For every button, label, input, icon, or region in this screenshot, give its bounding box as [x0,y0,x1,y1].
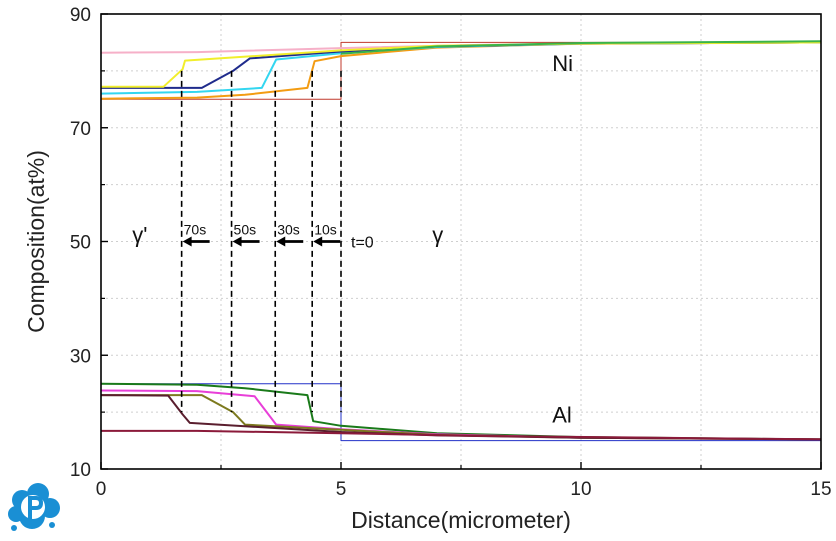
interface-arrow-head [182,236,192,247]
interface-time-label: 30s [277,222,300,238]
interface-arrow-head [276,236,286,247]
y-axis-label: Composition(at%) [23,150,49,333]
interface-markers: 10s 30s 50s 70s t=0 [180,70,374,413]
logo-dot [49,522,55,528]
interface-arrow-head [232,236,242,247]
annotation-text: γ' [132,223,147,248]
y-tick-label: 30 [70,346,91,367]
axis-ticks: 0 5 10 15 10 30 50 70 90 [70,5,832,500]
series-line [101,394,822,441]
company-logo [8,483,60,531]
y-tick-label: 90 [70,5,91,26]
logo-p-glyph [28,496,43,519]
interface-time-label: 10s [314,222,337,238]
logo-bubble [8,506,24,522]
y-tick-label: 50 [70,233,91,254]
y-tick-label: 70 [70,119,91,140]
series-line [340,40,822,55]
grid-lines [101,14,821,469]
annotations: Ni Al γ' γ [132,51,573,427]
annotation-text: γ [432,223,443,248]
annotation-text: Al [552,402,572,427]
interface-time-label: 70s [184,222,207,238]
x-tick-label: 10 [570,479,591,500]
logo-bubble [40,498,60,518]
series-line [100,394,822,441]
logo-dot [11,525,17,531]
series-line [101,429,822,441]
x-tick-label: 0 [96,479,107,500]
annotation-text: Ni [552,51,573,76]
series-line [101,383,821,442]
x-axis-label: Distance(micrometer) [351,507,571,533]
x-tick-label: 5 [336,479,347,500]
initial-interface-label: t=0 [351,235,374,252]
y-tick-label: 10 [70,460,91,481]
x-tick-label: 15 [810,479,831,500]
interface-time-label: 50s [234,222,257,238]
series-lines [100,40,822,442]
interface-arrow-head [313,236,323,247]
